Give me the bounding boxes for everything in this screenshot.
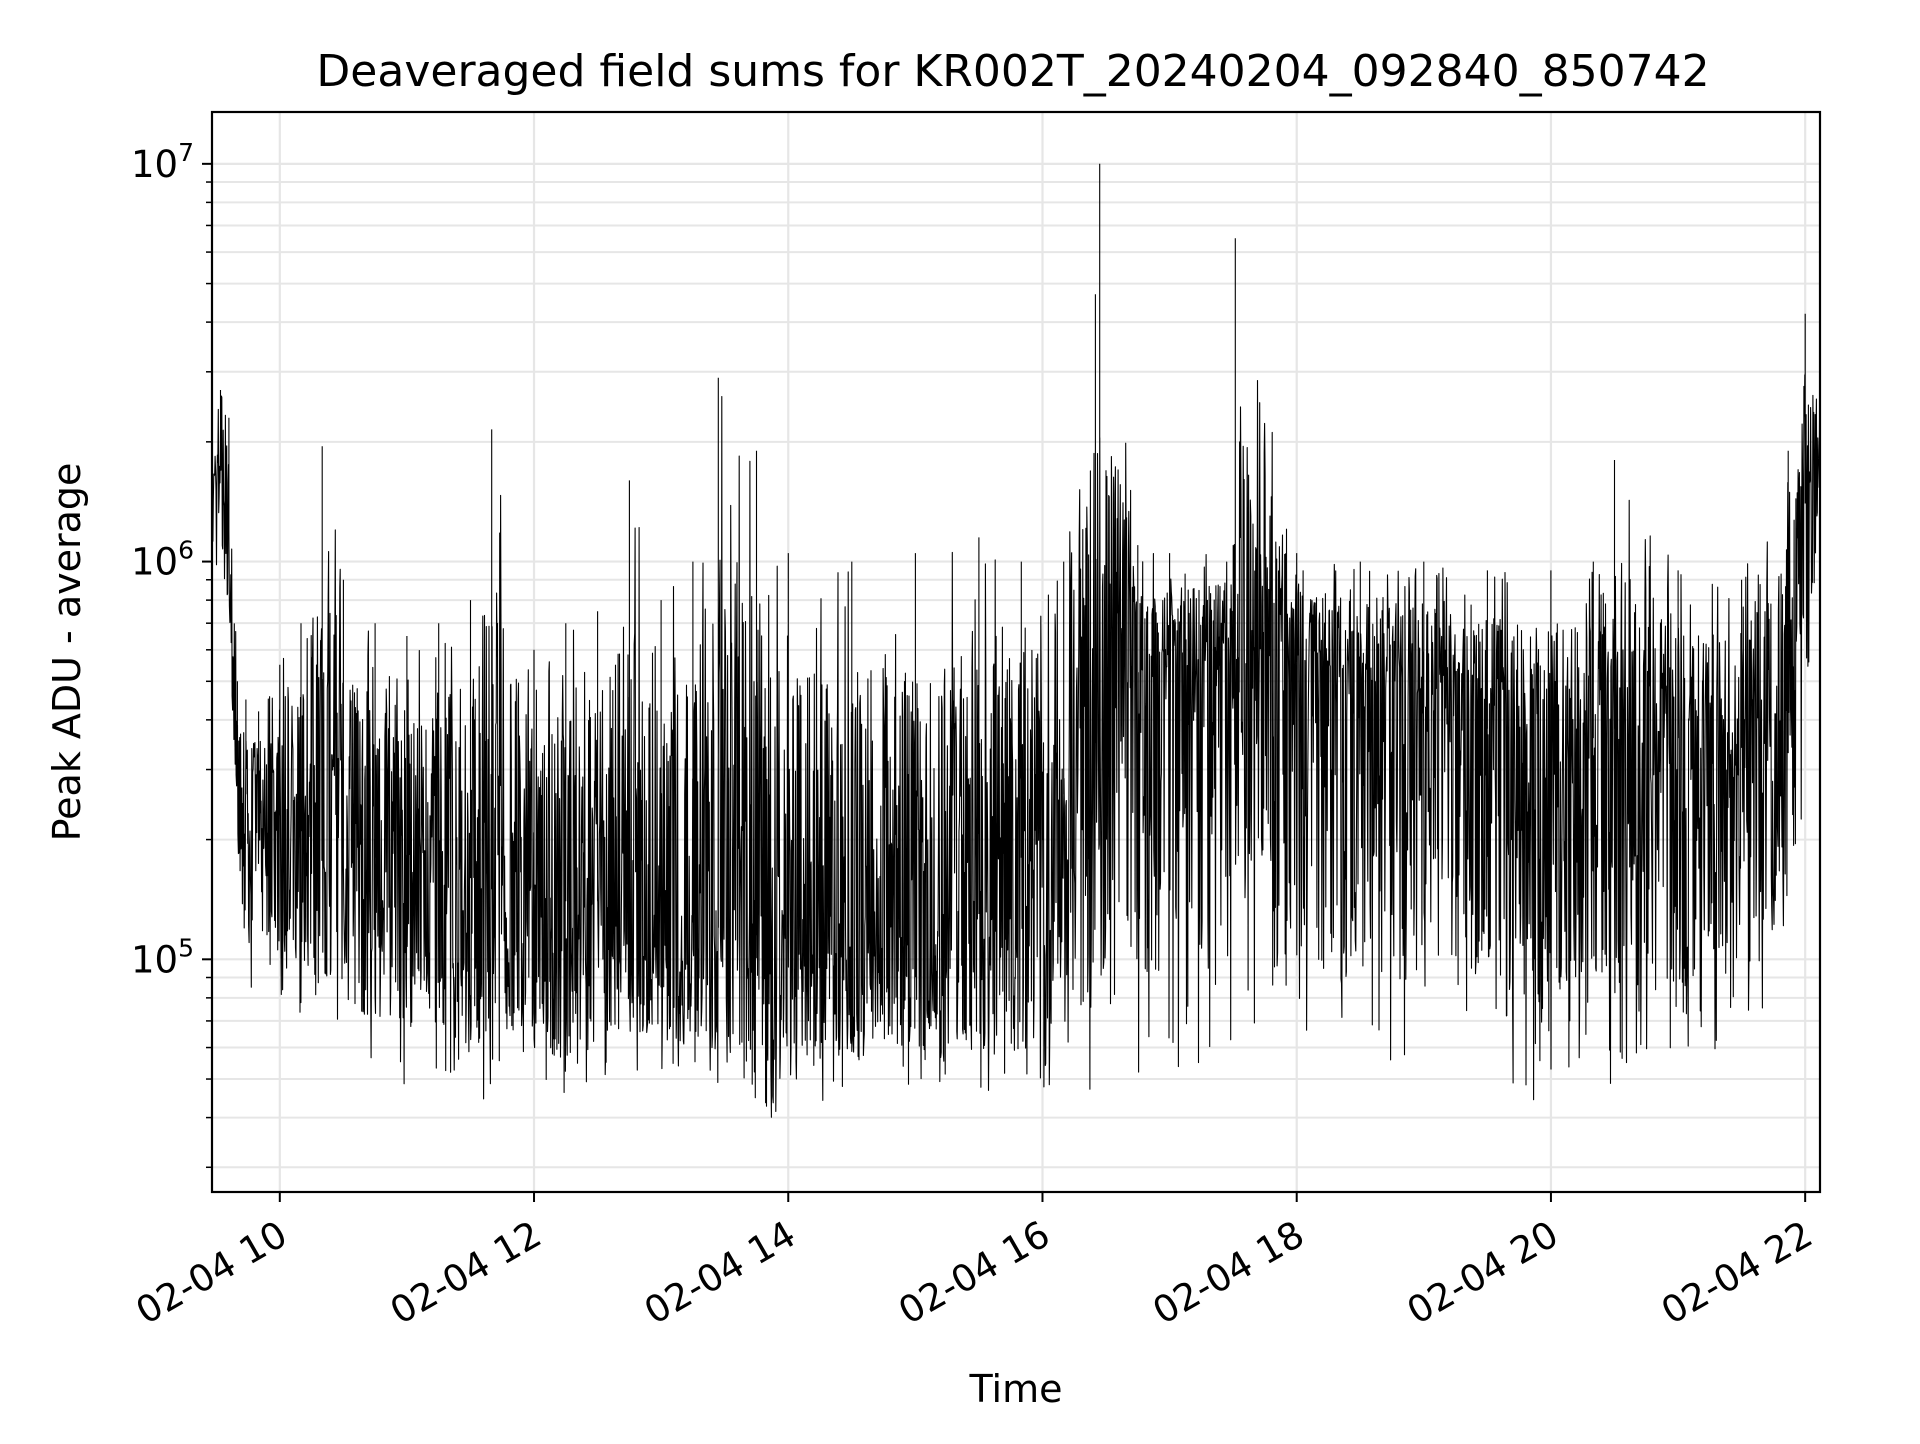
y-axis-label: Peak ADU - average [45, 463, 89, 842]
chart-title: Deaveraged field sums for KR002T_2024020… [316, 46, 1709, 97]
series-layer [212, 163, 1820, 1118]
y-axis-ticks: 105 106 107 [131, 138, 212, 1169]
y-tick-label: 107 [131, 138, 194, 186]
plot-frame [210, 110, 1822, 1194]
y-tick-label: 106 [131, 536, 194, 584]
y-tick-label: 105 [131, 933, 194, 981]
series-line [212, 163, 1820, 1118]
x-axis-label: Time [969, 1367, 1063, 1411]
